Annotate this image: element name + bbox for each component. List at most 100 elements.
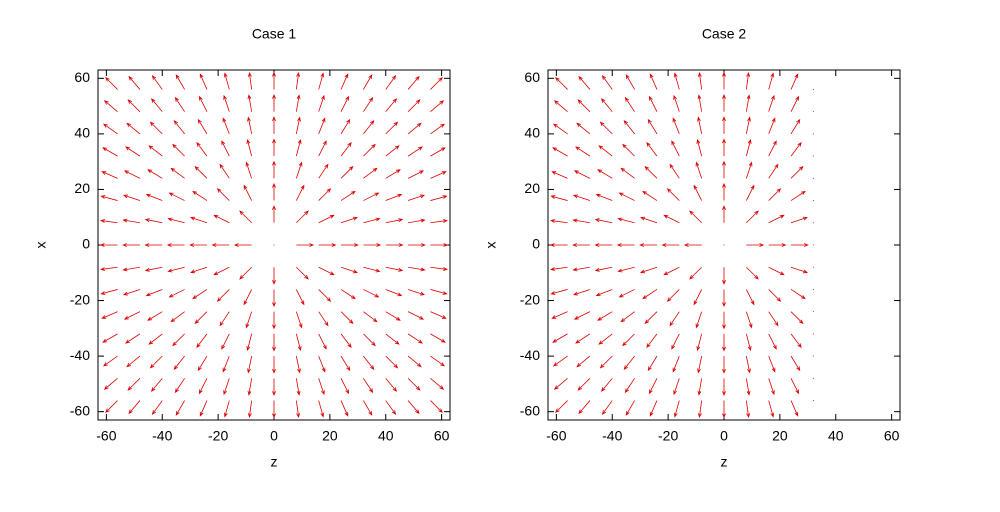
vector-arrow	[272, 138, 276, 157]
vector-arrow	[295, 356, 301, 374]
vector-arrow	[385, 378, 398, 392]
vector-arrow	[151, 74, 163, 90]
vector-arrow	[385, 266, 404, 272]
vector-arrow	[174, 96, 185, 112]
vector-arrow	[577, 378, 591, 391]
vector-arrow	[385, 311, 401, 321]
vector-arrow	[407, 355, 422, 368]
vector-arrow	[222, 355, 230, 373]
vector-arrow	[363, 400, 373, 416]
vector-arrow	[768, 72, 775, 90]
vector-arrow	[553, 123, 568, 135]
vector-arrow	[105, 77, 118, 90]
vector-arrow	[430, 333, 446, 343]
vector-arrow	[385, 74, 397, 90]
vector-arrow	[722, 205, 726, 223]
y-tick-label: -40	[70, 347, 90, 363]
vector-arrow	[722, 71, 726, 90]
vector-arrow	[722, 400, 726, 419]
vector-arrow	[673, 94, 680, 112]
vector-arrow	[363, 378, 374, 394]
vector-arrow	[100, 195, 118, 201]
vector-arrow	[233, 243, 252, 247]
vector-arrow	[430, 289, 448, 295]
vector-arrow	[722, 311, 726, 330]
vector-arrow	[722, 182, 726, 201]
vector-arrow	[363, 289, 380, 298]
vector-arrow	[689, 210, 702, 224]
vector-arrow	[790, 333, 802, 349]
vector-arrow	[722, 138, 726, 157]
vector-arrow	[175, 400, 185, 416]
vector-arrow	[219, 311, 230, 327]
vector-arrow	[296, 266, 309, 280]
vector-arrow	[745, 161, 753, 179]
vector-arrow	[722, 93, 726, 112]
vector-arrow	[644, 165, 658, 179]
vector-arrow	[407, 378, 421, 391]
vector-arrow	[624, 96, 635, 112]
vector-arrow	[666, 289, 680, 302]
vector-arrow	[122, 243, 140, 247]
y-tick-label: -60	[520, 402, 540, 418]
x-tick-label: -40	[602, 428, 622, 444]
vector-arrow	[595, 193, 613, 201]
vector-arrow	[172, 333, 185, 347]
vector-arrow	[594, 218, 613, 224]
vector-arrow	[221, 140, 230, 157]
vector-arrow	[247, 116, 253, 134]
vector-arrow	[625, 400, 635, 416]
vector-arrow	[573, 170, 591, 179]
vector-arrow	[768, 188, 782, 201]
vector-arrow	[646, 141, 658, 157]
vector-arrow	[340, 190, 356, 201]
vector-arrow	[126, 122, 141, 135]
vector-arrow	[272, 267, 276, 285]
vector-arrow	[147, 169, 163, 179]
vector-arrow	[790, 95, 800, 112]
vector-arrow	[407, 75, 420, 90]
vector-arrow	[246, 139, 253, 157]
vector-arrow	[103, 100, 118, 112]
vector-arrow	[616, 243, 635, 247]
vector-arrow	[689, 266, 702, 280]
vector-arrow	[648, 95, 658, 112]
vector-arrow	[385, 169, 401, 179]
vector-arrow	[246, 333, 253, 351]
vector-arrow	[430, 123, 445, 135]
vector-arrow	[272, 205, 276, 223]
vector-arrow	[247, 356, 253, 374]
vector-arrow	[363, 333, 376, 347]
vector-arrow	[194, 311, 208, 325]
vector-arrow	[746, 210, 759, 224]
vector-arrow	[642, 190, 658, 201]
vector-arrow	[272, 378, 276, 397]
vector-arrow	[385, 243, 404, 247]
vector-arrow	[340, 165, 354, 179]
vector-arrow	[407, 170, 425, 179]
y-tick-label: -20	[70, 291, 90, 307]
x-tick-label: 0	[270, 428, 278, 444]
vector-arrow	[125, 333, 141, 344]
vector-arrow	[199, 73, 208, 90]
vector-arrow	[216, 188, 230, 201]
vector-arrow	[147, 311, 163, 321]
vector-arrow	[385, 218, 404, 224]
vector-arrow	[722, 356, 726, 374]
vector-arrow	[553, 100, 568, 112]
vector-arrow	[145, 193, 163, 201]
vector-arrow	[272, 160, 276, 179]
vector-arrow	[594, 266, 613, 272]
vector-arrow	[617, 217, 635, 224]
vector-arrow	[221, 333, 230, 350]
vector-arrow	[103, 123, 118, 135]
y-tick-label: 60	[524, 69, 540, 85]
chart-title: Case 1	[252, 26, 297, 42]
vector-arrow	[661, 243, 680, 247]
vector-arrow	[363, 311, 378, 323]
vector-arrow	[618, 289, 635, 298]
vector-arrow	[768, 378, 775, 396]
vector-arrow	[697, 72, 703, 90]
vector-arrow	[126, 355, 141, 368]
vector-arrow	[318, 378, 325, 396]
